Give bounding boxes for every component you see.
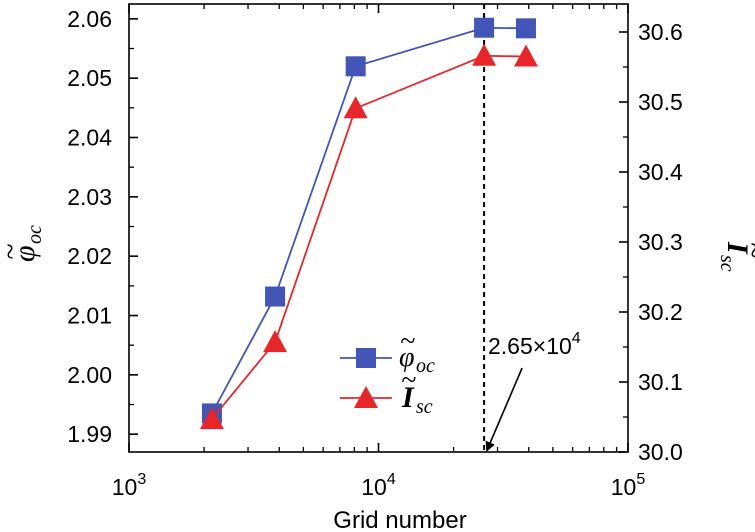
axis-ticks: [128, 4, 629, 453]
annotation-exponent: 4: [572, 330, 581, 347]
left-tick-label: 2.03: [67, 184, 112, 210]
legend-item-phi: φ ~ oc: [340, 326, 435, 377]
legend-isc-marker: [354, 386, 378, 408]
left-axis-title: φ ~ oc: [0, 225, 46, 262]
left-tick-label: 2.05: [67, 65, 112, 91]
legend-phi-subscript: oc: [416, 355, 435, 377]
left-axis-subscript: oc: [24, 225, 46, 244]
right-tick-label: 30.4: [638, 159, 683, 185]
x-tick-exp: 5: [636, 471, 645, 488]
right-axis-tilde: ~: [737, 242, 755, 258]
left-axis-tilde: ~: [0, 244, 27, 260]
x-tick-exp: 3: [137, 471, 146, 488]
left-tick-labels: 1.99 2.00 2.01 2.02 2.03 2.04 2.05 2.06: [67, 6, 112, 447]
x-tick-labels: 103 104 105: [112, 471, 646, 500]
I_sc-point: [343, 96, 368, 119]
annotation: 2.65×104: [485, 330, 581, 452]
left-tick-label: 2.02: [67, 243, 112, 269]
annotation-arrow: [485, 367, 523, 452]
left-tick-label: 2.04: [67, 125, 112, 151]
legend-isc-tilde: ~: [401, 365, 416, 396]
I_sc-point: [513, 44, 538, 67]
phi_oc-point: [345, 56, 366, 77]
right-axis-title: I ~ sc: [716, 241, 755, 272]
left-axis-symbol: φ: [8, 245, 41, 262]
x-tick-label: 103: [112, 471, 147, 500]
legend: φ ~ oc I ~ sc: [340, 326, 435, 418]
left-tick-label: 2.00: [67, 362, 112, 388]
I_sc-point: [199, 407, 224, 430]
x-tick-label: 104: [361, 471, 396, 500]
right-tick-label: 30.1: [638, 369, 683, 395]
x-tick-label: 105: [611, 471, 646, 500]
legend-isc-subscript: sc: [416, 396, 433, 418]
annotation-label: 2.65×104: [488, 330, 581, 359]
phi_oc-point: [474, 17, 495, 38]
right-tick-label: 30.2: [638, 299, 683, 325]
right-tick-label: 30.0: [638, 439, 683, 465]
left-tick-label: 1.99: [67, 421, 112, 447]
right-tick-label: 30.6: [638, 19, 683, 45]
x-tick-base: 10: [112, 474, 138, 500]
left-tick-label: 2.06: [67, 6, 112, 32]
right-axis-symbol: I: [721, 241, 754, 255]
x-tick-exp: 4: [387, 471, 396, 488]
right-tick-label: 30.5: [638, 89, 683, 115]
series-layer: [199, 17, 538, 430]
x-axis-title: Grid number: [333, 507, 466, 532]
legend-item-isc: I ~ sc: [340, 365, 433, 418]
right-tick-labels: 30.0 30.1 30.2 30.3 30.4 30.5 30.6: [638, 19, 683, 465]
right-axis-subscript: sc: [716, 255, 738, 272]
legend-phi-tilde: ~: [400, 326, 415, 357]
left-tick-label: 2.01: [67, 303, 112, 329]
annotation-mantissa: 2.65×10: [488, 333, 572, 359]
I_sc-point: [263, 330, 288, 353]
legend-phi-marker: [356, 348, 376, 368]
plot-frame: [128, 3, 629, 453]
right-tick-label: 30.3: [638, 229, 683, 255]
legend-phi-symbol: φ: [399, 342, 415, 373]
legend-isc-symbol: I: [401, 381, 415, 414]
I_sc-point: [472, 43, 497, 66]
phi_oc-point: [515, 18, 536, 39]
x-tick-base: 10: [611, 474, 637, 500]
x-tick-base: 10: [361, 474, 387, 500]
phi_oc-point: [265, 286, 286, 307]
